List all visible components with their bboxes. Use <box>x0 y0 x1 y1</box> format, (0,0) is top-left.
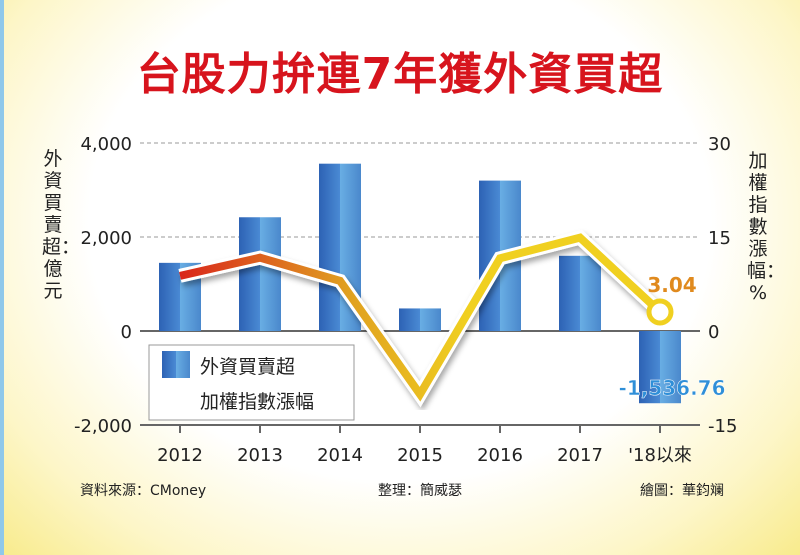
x-tick-label: '18以來 <box>628 445 692 466</box>
graphic-credit: 繪圖：華鈞斓 <box>640 483 724 499</box>
line-series <box>179 233 663 402</box>
line-last-value: 3.04 <box>647 273 696 297</box>
x-tick-label: 2016 <box>477 445 523 466</box>
chart-title: 台股力拚連7年獲外資買超 <box>136 49 664 100</box>
y-tick-left: 2,000 <box>80 228 132 249</box>
bar-2015 <box>399 308 441 331</box>
bar-last-value: -1,536.76 <box>619 376 726 400</box>
legend-line-label: 加權指數漲幅 <box>200 391 314 413</box>
bar-2017 <box>559 255 601 331</box>
source-note: 資料來源：CMoney <box>80 483 207 499</box>
legend-bar-label: 外資買賣超 <box>200 356 295 378</box>
line-endpoint-marker <box>646 298 674 326</box>
x-tick-label: 2017 <box>557 445 603 466</box>
bar-'18以來 <box>639 331 681 404</box>
legend-bar-swatch <box>162 351 190 378</box>
bar-2013 <box>239 217 281 331</box>
x-tick-label: 2015 <box>397 445 443 466</box>
y-tick-right: -15 <box>708 416 737 437</box>
y-tick-left: 0 <box>121 322 132 343</box>
y-tick-left: -2,000 <box>74 416 132 437</box>
y-tick-left: 4,000 <box>80 134 132 155</box>
x-tick-label: 2013 <box>237 445 283 466</box>
x-tick-label: 2014 <box>317 445 363 466</box>
y-tick-right: 30 <box>708 134 731 155</box>
y-tick-right: 0 <box>708 322 719 343</box>
legend: 外資買賣超 加權指數漲幅 <box>148 344 355 421</box>
y-tick-right: 15 <box>708 228 731 249</box>
y-axis-left-label: 外資買賣超：億元 <box>42 148 81 302</box>
x-tick-label: 2012 <box>157 445 203 466</box>
editor-note: 整理：簡威瑟 <box>378 483 462 499</box>
